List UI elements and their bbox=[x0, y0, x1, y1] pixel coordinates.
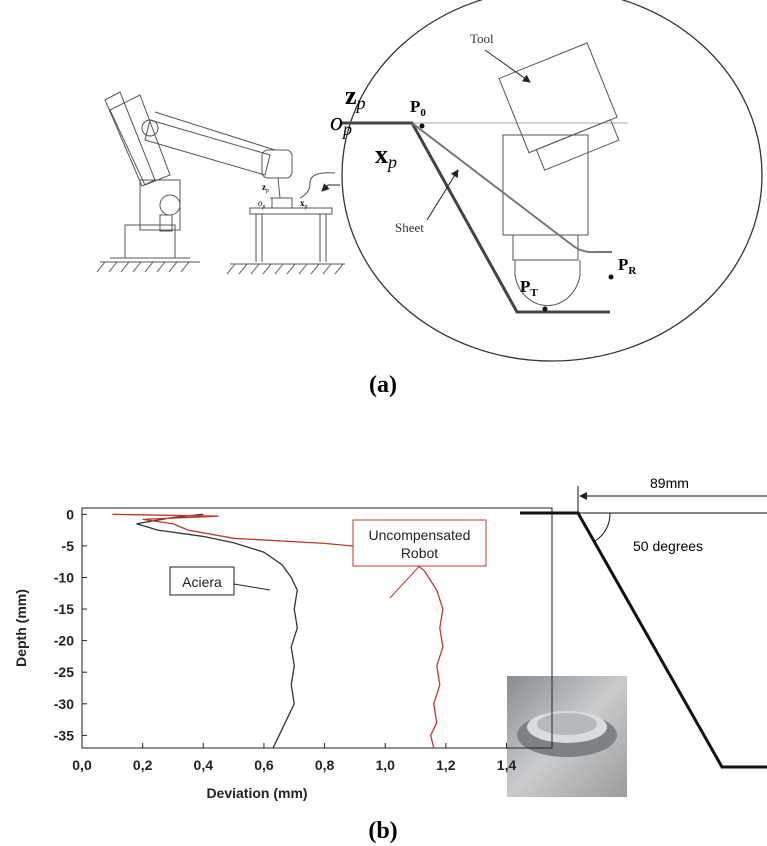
tool-lower bbox=[503, 135, 588, 306]
point-label: PT bbox=[520, 277, 538, 299]
point-label: P0 bbox=[410, 97, 426, 119]
label-sub: p bbox=[386, 152, 397, 172]
sheet-label: Sheet bbox=[395, 220, 424, 235]
x-tick-label: 0,0 bbox=[72, 757, 92, 773]
y-tick-label: -35 bbox=[54, 727, 74, 743]
tool-label: Tool bbox=[470, 31, 494, 46]
annotation-leader bbox=[234, 584, 270, 590]
figure: zp op xp zp op xp P0 PR PT Tool Sheet bbox=[0, 0, 767, 846]
x-tick-label: 1,2 bbox=[436, 757, 456, 773]
y-tick-label: 0 bbox=[66, 506, 74, 522]
angle-label: 50 degrees bbox=[633, 538, 703, 554]
label-sub: p bbox=[355, 93, 366, 113]
x-tick-label: 0,2 bbox=[133, 757, 153, 773]
label-sub: p bbox=[305, 204, 308, 210]
frame-label: xp bbox=[375, 140, 397, 172]
label-sub: p bbox=[262, 204, 266, 210]
annotation-label: Aciera bbox=[182, 574, 222, 590]
x-tick-label: 0,6 bbox=[254, 757, 274, 773]
frame-label: op bbox=[330, 107, 352, 139]
label-sub: R bbox=[628, 265, 637, 277]
y-tick-label: -25 bbox=[54, 664, 74, 680]
x-tick-label: 1,4 bbox=[497, 757, 517, 773]
zoom-view bbox=[322, 0, 762, 361]
x-tick-label: 0,8 bbox=[315, 757, 335, 773]
label-main: x bbox=[375, 140, 388, 169]
y-tick-label: -5 bbox=[62, 538, 75, 554]
y-axis-label: Depth (mm) bbox=[13, 589, 29, 667]
annotation-label: Uncompensated bbox=[369, 527, 471, 543]
x-tick-label: 1,0 bbox=[375, 757, 395, 773]
point-label: PR bbox=[618, 255, 637, 277]
label-sub: 0 bbox=[420, 107, 426, 119]
caption: (a) bbox=[369, 372, 397, 398]
y-tick-label: -30 bbox=[54, 696, 74, 712]
x-axis-label: Deviation (mm) bbox=[206, 785, 307, 801]
label-sub: p bbox=[266, 188, 269, 194]
sheet-intermediate bbox=[412, 123, 612, 252]
label-main: P bbox=[618, 255, 628, 274]
label-main: z bbox=[345, 81, 357, 110]
robot-label: zp bbox=[262, 182, 269, 194]
annotation-label: Robot bbox=[401, 545, 438, 561]
label-main: P bbox=[410, 97, 420, 116]
caption: (b) bbox=[368, 818, 397, 844]
annotation-leader bbox=[390, 566, 420, 598]
x-tick-label: 0,4 bbox=[194, 757, 214, 773]
y-tick-label: -20 bbox=[54, 633, 74, 649]
label-main: P bbox=[520, 277, 530, 296]
dimension-label: 89mm bbox=[650, 475, 689, 491]
y-tick-label: -15 bbox=[54, 601, 74, 617]
y-tick-label: -10 bbox=[54, 569, 74, 585]
tool-upper bbox=[499, 43, 625, 173]
part-photo bbox=[507, 676, 627, 797]
table-sketch bbox=[227, 173, 345, 274]
label-sub: T bbox=[530, 287, 538, 299]
label-main: o bbox=[330, 107, 343, 136]
zoom-labels: zp op xp P0 PR PT Tool Sheet (a) bbox=[330, 31, 637, 398]
data-line bbox=[137, 514, 298, 748]
frame-label: zp bbox=[345, 81, 366, 113]
robot-frame-labels: zp op xp bbox=[258, 182, 308, 210]
label-sub: p bbox=[341, 119, 352, 139]
